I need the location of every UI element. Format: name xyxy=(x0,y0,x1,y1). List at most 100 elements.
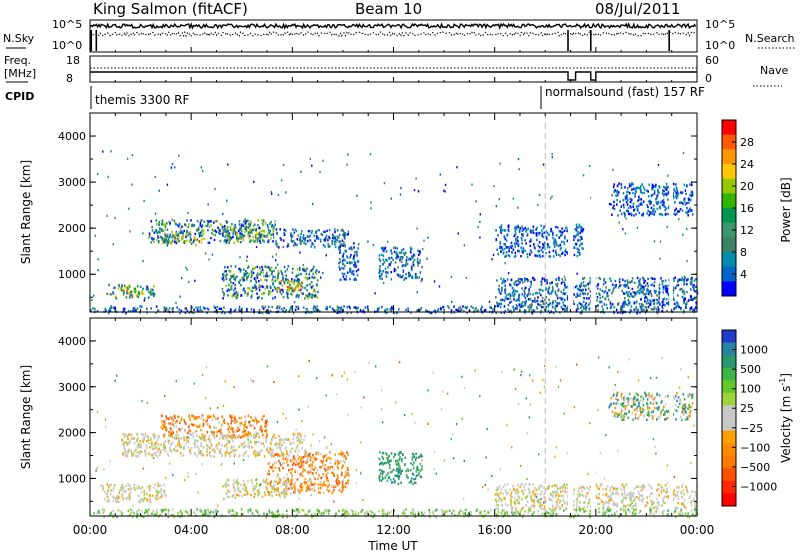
vel-cluster xyxy=(160,414,269,440)
cpid-row: CPID themis 3300 RF normalsound (fast) 1… xyxy=(5,85,705,109)
power-data-gap xyxy=(568,114,574,311)
freq-trace xyxy=(90,71,697,81)
colorbar-cell xyxy=(722,342,736,356)
colorbar-cell xyxy=(722,178,736,194)
nave-tick-top: 60 xyxy=(705,54,719,67)
colorbar-tick-label: −1000 xyxy=(740,480,777,493)
vel-ytick-label: 2000 xyxy=(58,427,86,440)
time-tick-label: 12:00 xyxy=(376,523,411,537)
power-ytick-label: 2000 xyxy=(58,222,86,235)
power-noise xyxy=(91,150,694,304)
velocity-colorbar: 1000 500 100 25 −25 −100 −500 −1000 Velocity [m… xyxy=(721,329,793,507)
colorbar-tick-label: 8 xyxy=(740,246,747,259)
colorbar-cell xyxy=(722,120,736,136)
power-cluster xyxy=(221,226,258,242)
vel-data-gap xyxy=(590,319,596,515)
colorbar-tick-label: 500 xyxy=(740,363,761,376)
colorbar-cell xyxy=(722,134,736,150)
time-tick-label: 00:00 xyxy=(680,523,715,537)
power-colorbar-label: Power [dB] xyxy=(779,177,793,242)
colorbar-cell xyxy=(722,367,736,381)
power-x-ticks xyxy=(89,113,698,312)
vel-data-gap xyxy=(568,319,574,515)
power-ytick-label: 3000 xyxy=(58,176,86,189)
power-colorbar: 28 24 20 16 12 8 4 Power [dB] xyxy=(721,119,793,297)
colorbar-cell xyxy=(722,443,736,457)
vel-data-gap xyxy=(669,319,673,515)
colorbar-cell xyxy=(722,164,736,180)
vel-cluster xyxy=(222,478,294,499)
colorbar-cell xyxy=(722,281,736,297)
power-cluster xyxy=(148,219,276,245)
colorbar-tick-label: 28 xyxy=(740,136,754,149)
velocity-colorbar-label: Velocity [m s-1] xyxy=(778,373,793,463)
colorbar-cell xyxy=(722,493,736,507)
vel-cluster xyxy=(100,483,167,504)
nsky-panel: N.Sky 10^5 10^0 10^5 10^0 N.Search xyxy=(3,18,796,53)
freq-unit: [MHz] xyxy=(4,67,36,80)
velocity-label-sup: -1 xyxy=(778,378,787,386)
power-panel: 1000 2000 3000 4000 Slant Range [km] xyxy=(19,112,699,315)
freq-traces xyxy=(89,67,698,82)
colorbar-cell xyxy=(722,405,736,419)
vel-cluster xyxy=(608,391,694,422)
nsearch-tick-top: 10^5 xyxy=(705,18,735,31)
power-y-axis: 1000 2000 3000 4000 xyxy=(58,130,697,298)
velocity-x-ticks xyxy=(89,318,698,516)
colorbar-cell xyxy=(722,355,736,369)
time-axis-title: Time UT xyxy=(367,539,418,553)
power-ytick-label: 1000 xyxy=(58,268,86,281)
colorbar-cell xyxy=(722,468,736,482)
nsky-tick-top: 10^5 xyxy=(52,18,82,31)
velocity-label-main: Velocity [m s xyxy=(779,386,793,463)
nsearch-tick-bottom: 10^0 xyxy=(705,39,735,52)
freq-tick-top: 18 xyxy=(66,54,80,67)
power-cluster xyxy=(277,279,303,293)
vel-ytick-label: 1000 xyxy=(58,472,86,485)
colorbar-cell xyxy=(722,237,736,253)
cpid-segment-2: normalsound (fast) 157 RF xyxy=(545,85,705,99)
power-cluster xyxy=(338,242,360,282)
vel-ytick-label: 4000 xyxy=(58,335,86,348)
power-ytick-label: 4000 xyxy=(58,130,86,143)
time-tick-label: 04:00 xyxy=(174,523,209,537)
time-tick-label: 00:00 xyxy=(73,523,108,537)
colorbar-tick-label: 4 xyxy=(740,268,747,281)
freq-tick-bottom: 8 xyxy=(66,72,73,85)
nsearch-trace xyxy=(89,30,696,38)
vel-cluster xyxy=(121,432,306,458)
power-cluster xyxy=(161,230,205,247)
station-title: King Salmon (fitACF) xyxy=(93,0,248,18)
colorbar-tick-label: 24 xyxy=(740,158,754,171)
beam-label: Beam 10 xyxy=(355,0,422,18)
nave-label: Nave xyxy=(760,64,788,77)
nsearch-label: N.Search xyxy=(745,32,795,45)
vel-ytick-label: 3000 xyxy=(58,381,86,394)
power-data-gap xyxy=(590,114,596,311)
colorbar-cell xyxy=(722,430,736,444)
colorbar-tick-label: 12 xyxy=(740,224,754,237)
velocity-data-layer xyxy=(93,318,699,519)
velocity-y-axis: 1000 2000 3000 4000 xyxy=(58,335,697,502)
nave-tick-bottom: 0 xyxy=(705,72,712,85)
colorbar-cell xyxy=(722,480,736,494)
colorbar-cell xyxy=(722,330,736,343)
nsky-trace xyxy=(89,22,697,31)
cpid-segment-1: themis 3300 RF xyxy=(95,93,189,107)
power-cluster xyxy=(608,182,694,217)
time-tick-label: 16:00 xyxy=(477,523,512,537)
colorbar-tick-label: −100 xyxy=(740,441,770,454)
cpid-label: CPID xyxy=(5,90,34,103)
power-cluster xyxy=(275,228,349,249)
velocity-ylabel: Slant Range [km] xyxy=(19,365,33,469)
freq-label: Freq. xyxy=(4,54,31,67)
power-ylabel: Slant Range [km] xyxy=(19,160,33,264)
colorbar-cell xyxy=(722,418,736,431)
colorbar-cell xyxy=(722,455,736,469)
vel-cluster xyxy=(93,508,699,519)
colorbar-cell xyxy=(722,392,736,406)
velocity-panel: 1000 2000 3000 4000 Slant Range [km] xyxy=(19,317,699,519)
nsky-traces xyxy=(89,22,698,52)
colorbar-cell xyxy=(722,252,736,268)
